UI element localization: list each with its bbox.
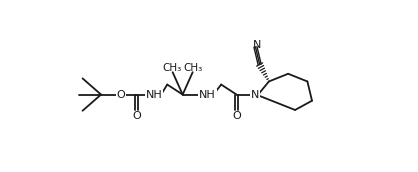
Text: NH: NH: [199, 90, 216, 100]
Text: CH₃: CH₃: [184, 63, 203, 73]
Text: CH₃: CH₃: [162, 63, 181, 73]
Text: O: O: [117, 90, 125, 100]
Text: O: O: [232, 111, 241, 121]
Text: N: N: [251, 90, 259, 100]
Text: NH: NH: [146, 90, 163, 100]
Text: O: O: [132, 111, 141, 121]
Text: N: N: [253, 40, 262, 50]
